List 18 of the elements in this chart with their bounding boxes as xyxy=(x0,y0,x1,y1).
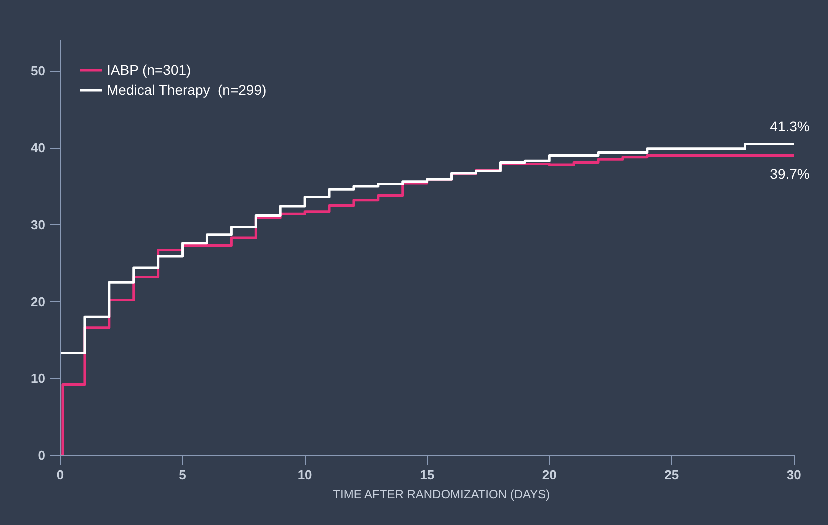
y-tick-label: 0 xyxy=(38,448,46,463)
x-tick-label: 0 xyxy=(56,468,64,482)
legend-label: IABP (n=301) xyxy=(107,62,192,78)
annotation: 41.3% xyxy=(770,118,810,134)
y-tick-label: 10 xyxy=(31,371,46,386)
x-axis-title: TIME AFTER RANDOMIZATION (DAYS) xyxy=(333,488,550,502)
y-tick-label: 40 xyxy=(31,140,46,156)
annotation: 39.7% xyxy=(770,166,810,182)
legend-label: Medical Therapy (n=299) xyxy=(107,82,267,98)
y-tick-label: 30 xyxy=(31,217,46,232)
x-tick-label: 10 xyxy=(298,468,312,482)
x-tick-label: 5 xyxy=(179,468,186,482)
x-tick-label: 30 xyxy=(786,468,802,482)
y-tick-label: 20 xyxy=(31,294,46,310)
x-tick-label: 15 xyxy=(420,468,435,482)
y-tick-label: 50 xyxy=(31,64,46,79)
x-tick-label: 20 xyxy=(542,468,557,482)
x-tick-label: 25 xyxy=(664,468,680,482)
